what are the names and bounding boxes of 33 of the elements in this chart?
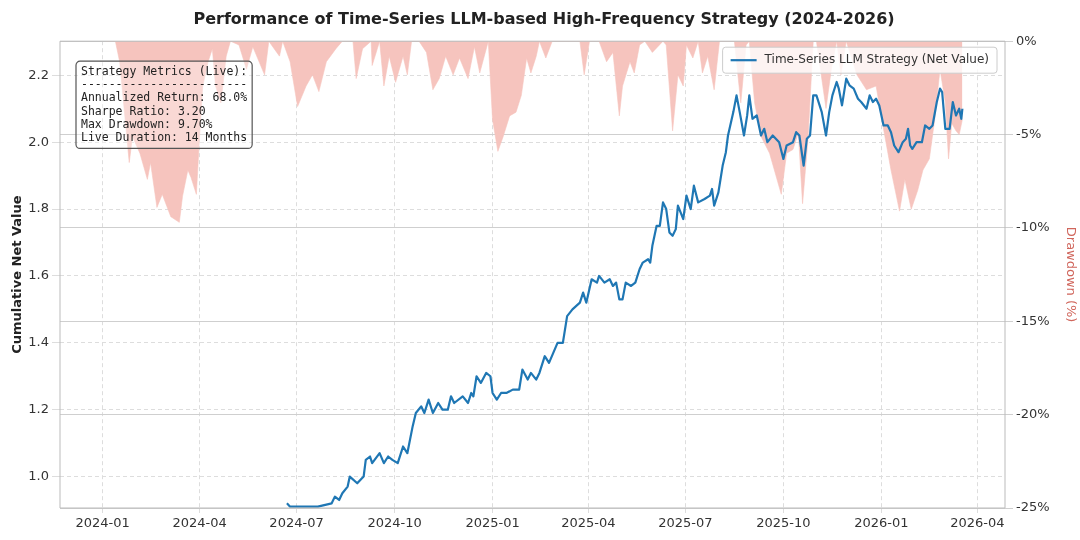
y-axis-title: Cumulative Net Value — [9, 195, 25, 354]
annotation: Strategy Metrics (Live): — [81, 63, 248, 78]
y2-axis-title: Drawdown (%) — [1063, 226, 1079, 323]
y2-tick-label: -15% — [1016, 312, 1050, 328]
annotation: Live Duration: 14 Months — [81, 129, 248, 144]
x-tick-label: 2026-01 — [854, 515, 909, 531]
x-tick-label: 2026-04 — [950, 515, 1005, 531]
annotation: Sharpe Ratio: 3.20 — [81, 103, 206, 118]
y-tick-label: 2.0 — [28, 133, 49, 149]
y-tick-label: 1.4 — [28, 334, 49, 350]
y2-tick-label: 0% — [1016, 32, 1037, 48]
x-tick-label: 2024-04 — [172, 515, 227, 531]
x-tick-label: 2025-10 — [756, 515, 811, 531]
y-tick-label: 1.6 — [28, 267, 49, 283]
x-tick-label: 2025-01 — [465, 515, 520, 531]
y2-tick-label: -10% — [1016, 219, 1050, 235]
legend-label: Time-Series LLM Strategy (Net Value) — [763, 52, 990, 67]
x-tick-label: 2025-07 — [658, 515, 713, 531]
x-tick-label: 2024-01 — [75, 515, 130, 531]
x-tick-label: 2025-04 — [561, 515, 616, 531]
y2-tick-label: -5% — [1016, 125, 1042, 141]
annotation: Max Drawdown: 9.70% — [81, 116, 213, 131]
y-tick-label: 1.2 — [28, 401, 49, 417]
y2-tick-label: -20% — [1016, 406, 1050, 422]
annotation: Annualized Return: 68.0% — [81, 90, 248, 105]
annotation: ------------------------ — [81, 77, 248, 92]
x-tick-label: 2024-10 — [367, 515, 422, 531]
x-tick-label: 2024-07 — [269, 515, 324, 531]
y-tick-label: 1.0 — [28, 467, 49, 483]
y-tick-label: 2.2 — [28, 66, 49, 82]
chart-title: Performance of Time-Series LLM-based High-Frequency Strategy (2024-2026) — [193, 8, 895, 28]
y-tick-label: 1.8 — [28, 200, 49, 216]
y2-tick-label: -25% — [1016, 499, 1050, 515]
